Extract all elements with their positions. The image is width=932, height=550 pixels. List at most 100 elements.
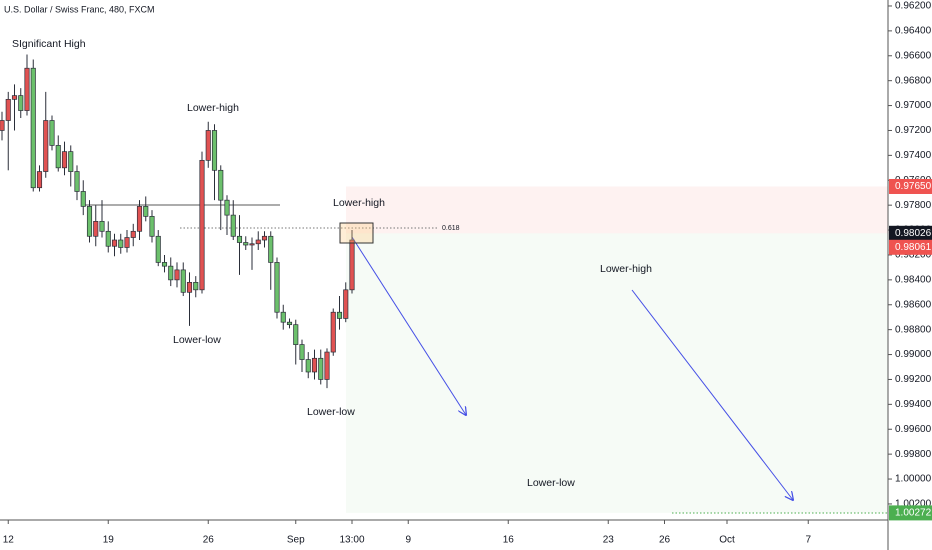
annotation: Lower-low: [173, 334, 221, 346]
y-tick-label: 0.99800: [895, 449, 932, 460]
stop-zone: [346, 186, 888, 234]
candle-body: [224, 199, 230, 216]
candle-body: [55, 145, 61, 169]
candle-body: [118, 239, 124, 248]
x-tick-label: 9: [405, 535, 411, 546]
candle-body: [343, 289, 349, 319]
y-tick-label: 0.96400: [895, 26, 932, 37]
y-tick-label: 0.99400: [895, 399, 932, 410]
price-badge: [889, 225, 932, 241]
candle-body: [18, 95, 24, 111]
candle-body: [93, 220, 99, 237]
y-tick-label: 1.00000: [895, 474, 932, 485]
candle-body: [236, 235, 243, 243]
x-tick-label: 23: [603, 535, 615, 546]
candle-body: [293, 324, 299, 345]
candle-body: [330, 311, 336, 353]
candle-body: [111, 239, 118, 247]
candle-body: [311, 357, 318, 373]
candle-body: [99, 220, 105, 232]
y-tick-label: 0.98400: [895, 274, 932, 285]
annotation: Lower-low: [307, 406, 355, 418]
candle-body: [274, 262, 280, 313]
target-zone: [346, 233, 888, 513]
candle-body: [324, 351, 330, 380]
candle-body: [286, 321, 293, 326]
candle-body: [168, 265, 174, 281]
candle-body: [299, 344, 305, 360]
y-tick-label: 0.98600: [895, 299, 932, 310]
candle-body: [211, 130, 218, 171]
candle-body: [255, 239, 261, 245]
price-badge: [889, 178, 932, 194]
candle-body: [24, 67, 30, 111]
candle-body: [161, 262, 168, 267]
candle-body: [11, 95, 18, 100]
candle-body: [105, 230, 111, 247]
y-tick-label: 0.96600: [895, 50, 932, 61]
price-badge-label: 0.98026: [895, 228, 932, 239]
y-tick-label: 0.97800: [895, 200, 932, 211]
candle-body: [0, 120, 5, 131]
candle-body: [49, 120, 55, 146]
x-tick-label: 12: [3, 535, 15, 546]
arrow: [351, 236, 466, 415]
price-badge-label: 0.98061: [895, 242, 932, 253]
x-tick-label: Sep: [287, 535, 305, 546]
price-badge: [889, 505, 932, 521]
candle-body: [205, 130, 211, 161]
arrow: [631, 289, 793, 500]
candle-body: [130, 230, 136, 238]
price-badge-label: 0.97650: [895, 181, 932, 192]
candle-body: [280, 311, 286, 323]
y-tick-label: 0.99000: [895, 349, 932, 360]
candle-body: [305, 359, 311, 373]
candle-body: [243, 242, 249, 246]
x-tick-label: 7: [805, 535, 811, 546]
candle-body: [30, 67, 36, 189]
y-tick-label: 0.99600: [895, 424, 932, 435]
candle-body: [5, 98, 11, 121]
candle-body: [80, 191, 86, 207]
candle-body: [261, 235, 268, 241]
candle-body: [74, 171, 80, 192]
candle-body: [174, 269, 180, 281]
x-tick-label: 16: [503, 535, 515, 546]
y-tick-label: 0.99200: [895, 374, 932, 385]
candle-body: [336, 311, 343, 319]
candle-body: [86, 206, 93, 237]
y-tick-label: 1.00200: [895, 499, 932, 510]
candle-body: [193, 281, 199, 291]
chart-title: U.S. Dollar / Swiss Franc, 480, FXCM: [4, 4, 155, 14]
candle-body: [43, 120, 49, 172]
candle-body: [143, 206, 149, 217]
candle-body: [186, 281, 193, 293]
price-badge-label: 1.00272: [895, 508, 932, 519]
x-tick-label: Oct: [719, 535, 735, 546]
candle-body: [36, 171, 43, 189]
candle-body: [349, 239, 355, 291]
y-tick-label: 0.96800: [895, 75, 932, 86]
x-tick-label: 13:00: [339, 535, 364, 546]
annotation: Lower-high: [600, 263, 652, 275]
candle-body: [268, 235, 274, 263]
price-badge: [889, 239, 932, 255]
x-tick-label: 26: [659, 535, 671, 546]
y-tick-label: 0.98200: [895, 250, 932, 261]
y-tick-label: 0.97200: [895, 125, 932, 136]
candle-body: [218, 169, 224, 201]
candle-body: [124, 237, 130, 248]
candle-body: [61, 151, 68, 169]
candles: [0, 54, 355, 389]
annotations: SIgnificant High Lower-high Lower-high Lowe…: [12, 38, 652, 489]
candle-body: [199, 159, 205, 291]
annotation: SIgnificant High: [12, 38, 86, 50]
x-tick-label: 19: [103, 535, 115, 546]
y-tick-label: 0.97000: [895, 100, 932, 111]
highlight-box: [339, 222, 374, 244]
y-tick-label: 0.96200: [895, 1, 932, 12]
price-badges: 0.97650 0.98026 0.98061 1.00272: [889, 178, 932, 521]
y-tick-label: 0.97400: [895, 150, 932, 161]
position-zones: [346, 186, 888, 513]
